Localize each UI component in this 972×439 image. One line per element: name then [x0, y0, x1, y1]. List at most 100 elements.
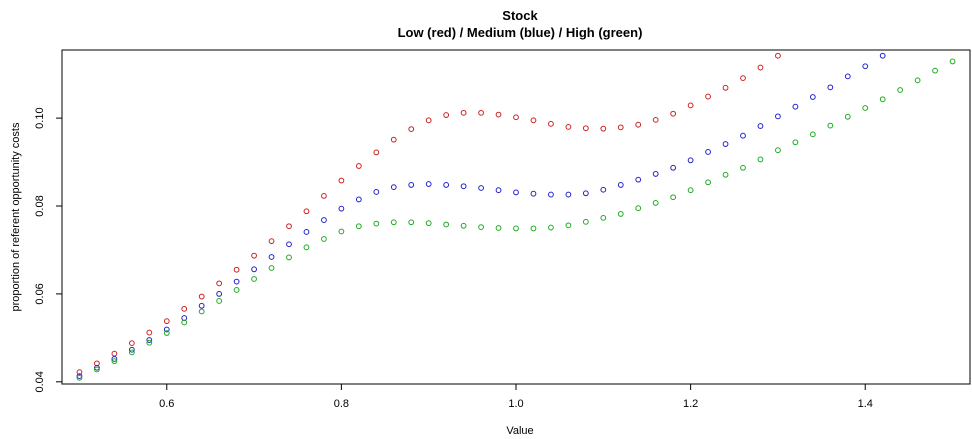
- series-2-point: [286, 241, 292, 248]
- series-1-point: [128, 340, 135, 347]
- series-1-point: [181, 305, 188, 312]
- series-3-point: [705, 179, 711, 186]
- series-1-point: [390, 136, 397, 143]
- series-2-point: [216, 291, 223, 297]
- series-3-point: [373, 220, 380, 227]
- series-3-point: [94, 366, 100, 373]
- series-1-point: [530, 117, 537, 124]
- series-1-point: [652, 116, 659, 123]
- series-2-point: [548, 191, 554, 198]
- series-3-point: [146, 339, 153, 346]
- series-3-point: [181, 319, 188, 326]
- x-axis: 0.6 0.8 1.0 1.2 1.4: [159, 383, 873, 410]
- series-3-point: [932, 67, 938, 74]
- y-tick-label: 0.04: [34, 371, 46, 392]
- series-1-point: [495, 111, 502, 118]
- series-3-point: [897, 87, 904, 93]
- series-3-point: [268, 265, 275, 271]
- series-1-point: [617, 124, 624, 131]
- plot-frame: [61, 49, 971, 385]
- series-3-point: [425, 220, 432, 227]
- y-axis: 0.04 0.06 0.08 0.10: [34, 107, 63, 393]
- series-1-point: [478, 109, 484, 116]
- series-3-point: [600, 214, 607, 221]
- series-1-point: [321, 193, 327, 199]
- series-2-point: [321, 217, 327, 223]
- series-3-point: [111, 358, 118, 365]
- series-1-point: [705, 93, 711, 100]
- series-2-point: [233, 278, 240, 285]
- series-3-point: [548, 224, 554, 231]
- series-3-point: [495, 225, 502, 231]
- series-3-point: [879, 96, 886, 103]
- x-tick-label: 0.6: [159, 398, 174, 410]
- x-tick-label: 1.4: [858, 398, 873, 410]
- series-1-point: [425, 117, 432, 124]
- series-3-point: [617, 211, 624, 217]
- series-3-point: [163, 330, 170, 336]
- series-3-point: [198, 308, 205, 315]
- series-3-point: [460, 222, 467, 229]
- series-1-point: [687, 102, 694, 109]
- series-2-point: [775, 113, 781, 120]
- series-1-point: [286, 223, 292, 230]
- series-2-point: [513, 189, 519, 196]
- x-tick-label: 1.2: [683, 398, 698, 410]
- series-2-point: [390, 184, 397, 191]
- series-2-point: [792, 103, 799, 110]
- series-1-point: [582, 125, 589, 132]
- series-1-point: [373, 149, 380, 156]
- series-2-point: [705, 149, 711, 155]
- series-3-point: [670, 194, 677, 201]
- series-2-point: [844, 73, 851, 80]
- x-axis-label: Value: [506, 425, 533, 437]
- series-1-point: [338, 177, 345, 184]
- series-2-point: [373, 189, 380, 195]
- series-1-point: [146, 329, 153, 336]
- series-3-point: [809, 131, 816, 138]
- series-3-point: [233, 287, 240, 293]
- series-2-point: [670, 164, 677, 171]
- series-2-point: [652, 171, 659, 177]
- series-1-point: [233, 266, 240, 273]
- series-3-point: [338, 228, 345, 235]
- series-2-point: [740, 132, 746, 139]
- series-2-point: [76, 373, 83, 379]
- series-3-point: [513, 225, 519, 232]
- x-tick-label: 0.8: [334, 398, 349, 410]
- series-3-point: [827, 122, 834, 129]
- series-2-point: [303, 229, 310, 235]
- series-2-point: [879, 52, 886, 59]
- series-1-point: [722, 84, 729, 91]
- series-2-point: [163, 326, 170, 333]
- series-1-point: [600, 125, 607, 132]
- series-3-point: [687, 187, 694, 194]
- series-3-point: [321, 236, 327, 242]
- series-3-point: [286, 254, 292, 261]
- series-2-point: [530, 190, 537, 197]
- series-2-point: [495, 187, 502, 194]
- series-1-point: [216, 280, 223, 287]
- series-1-point: [460, 109, 467, 116]
- series-3-point: [722, 171, 729, 178]
- series-1-point: [565, 124, 572, 130]
- series-1-point: [740, 75, 746, 82]
- series-2-point: [722, 141, 729, 147]
- data-points: [76, 52, 956, 381]
- series-3-point: [949, 58, 956, 65]
- chart-subtitle: Low (red) / Medium (blue) / High (green): [398, 25, 643, 40]
- series-2-point: [582, 190, 589, 197]
- series-2-point: [862, 63, 869, 70]
- series-2-point: [460, 183, 467, 190]
- series-1-point: [198, 293, 205, 300]
- series-3-point: [355, 223, 362, 230]
- series-3-point: [844, 113, 851, 120]
- series-3-point: [582, 218, 589, 225]
- series-3-point: [251, 276, 257, 282]
- series-1-point: [303, 208, 310, 215]
- chart-title: Stock: [502, 8, 538, 23]
- series-2-point: [478, 185, 484, 191]
- series-1-point: [76, 369, 83, 376]
- series-2-point: [809, 94, 816, 100]
